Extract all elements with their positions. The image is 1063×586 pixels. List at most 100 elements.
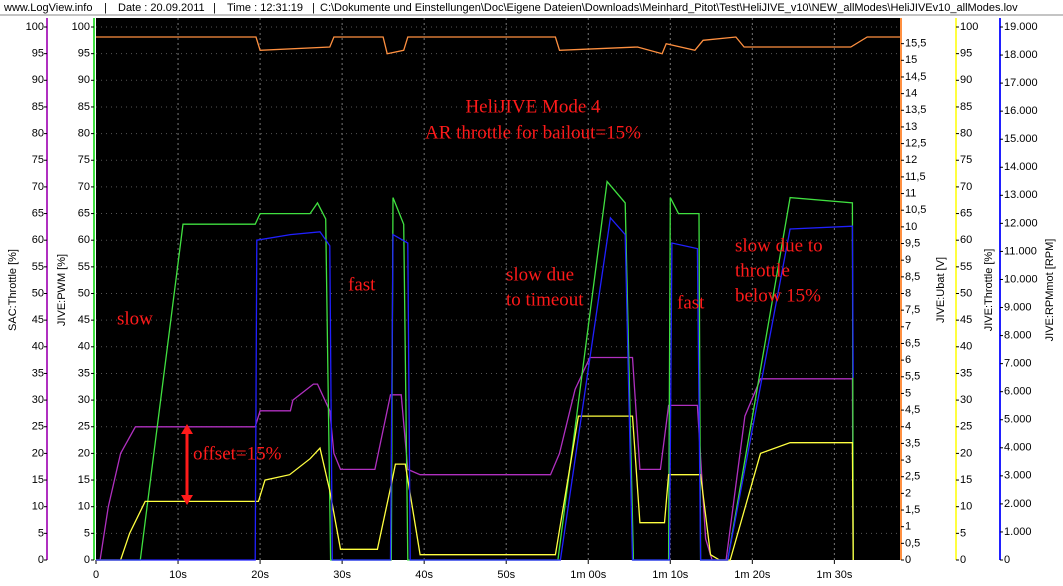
y-tick-label: 55: [960, 261, 972, 273]
y-tick-label: 45: [32, 314, 44, 326]
annotation: slow due to: [735, 235, 823, 256]
header-sep: |: [213, 2, 216, 14]
axis-title: JIVE:PWM [%]: [56, 254, 68, 326]
y-tick-label: 90: [78, 74, 90, 86]
y-tick-label: 9.000: [1004, 301, 1032, 313]
y-tick-label: 10: [32, 501, 44, 513]
y-tick-label: 4,5: [905, 404, 920, 416]
y-tick-label: 65: [32, 207, 44, 219]
x-tick-label: 1m 20s: [734, 569, 771, 581]
y-tick-label: 75: [960, 154, 972, 166]
y-tick-label: 5.000: [1004, 414, 1032, 426]
y-tick-label: 0,5: [905, 537, 920, 549]
y-tick-label: 50: [32, 287, 44, 299]
y-tick-label: 12.000: [1004, 217, 1038, 229]
annotation: throttle: [735, 260, 790, 281]
series-line: [96, 36, 900, 55]
axis-title: JIVE:Throttle [%]: [983, 249, 995, 332]
y-tick-label: 100: [26, 21, 44, 33]
y-tick-label: 2,5: [905, 471, 920, 483]
y-tick-label: 25: [960, 421, 972, 433]
y-tick-label: 90: [32, 74, 44, 86]
y-tick-label: 3,5: [905, 437, 920, 449]
y-tick-label: 55: [32, 261, 44, 273]
y-tick-label: 13.000: [1004, 189, 1038, 201]
y-tick-label: 25: [32, 421, 44, 433]
x-tick-label: 1m 10s: [652, 569, 689, 581]
y-tick-label: 15,5: [905, 38, 926, 50]
y-tick-label: 9,5: [905, 237, 920, 249]
y-tick-label: 5: [38, 527, 44, 539]
y-tick-label: 80: [32, 128, 44, 140]
y-tick-label: 15: [905, 54, 917, 66]
annotation: offset=15%: [193, 443, 282, 464]
y-tick-label: 85: [960, 101, 972, 113]
axis-title: JIVE:Ubat [V]: [935, 257, 947, 323]
header-sep: |: [104, 2, 107, 14]
y-tick-label: 65: [960, 207, 972, 219]
y-tick-label: 11,5: [905, 171, 926, 183]
y-tick-label: 8,5: [905, 271, 920, 283]
y-tick-label: 80: [78, 128, 90, 140]
annotation: HeliJIVE Mode 4: [465, 96, 601, 117]
y-tick-label: 30: [32, 394, 44, 406]
header-date: Date : 20.09.2011: [118, 2, 205, 14]
y-tick-label: 90: [960, 74, 972, 86]
y-tick-label: 14,5: [905, 71, 926, 83]
y-tick-label: 35: [960, 367, 972, 379]
annotation: below 15%: [735, 285, 821, 306]
y-tick-label: 18.000: [1004, 49, 1038, 61]
y-tick-label: 7,5: [905, 304, 920, 316]
x-tick-label: 0: [93, 569, 99, 581]
x-tick-label: 20s: [251, 569, 269, 581]
y-tick-label: 75: [78, 154, 90, 166]
header-site: www.LogView.info: [3, 2, 92, 14]
y-tick-label: 13: [905, 121, 917, 133]
y-tick-label: 0: [905, 554, 911, 566]
y-tick-label: 16.000: [1004, 105, 1038, 117]
y-tick-label: 95: [32, 48, 44, 60]
y-tick-label: 35: [78, 367, 90, 379]
x-tick-label: 1m 30s: [816, 569, 853, 581]
y-tick-label: 100: [72, 21, 90, 33]
y-tick-label: 5,5: [905, 371, 920, 383]
y-tick-label: 65: [78, 207, 90, 219]
y-tick-label: 0: [38, 554, 44, 566]
y-tick-label: 3: [905, 454, 911, 466]
y-tick-label: 70: [78, 181, 90, 193]
y-tick-label: 0: [960, 554, 966, 566]
y-tick-label: 13,5: [905, 104, 926, 116]
y-tick-label: 40: [960, 341, 972, 353]
x-tick-label: 1m 00s: [570, 569, 607, 581]
y-tick-label: 19.000: [1004, 21, 1038, 33]
y-tick-label: 15.000: [1004, 133, 1038, 145]
y-tick-label: 50: [960, 287, 972, 299]
x-tick-label: 30s: [333, 569, 351, 581]
x-tick-label: 10s: [169, 569, 187, 581]
x-tick-label: 40s: [415, 569, 433, 581]
y-tick-label: 75: [32, 154, 44, 166]
y-tick-label: 11: [905, 187, 916, 199]
y-tick-label: 60: [960, 234, 972, 246]
y-tick-label: 7: [905, 321, 911, 333]
y-tick-label: 17.000: [1004, 77, 1038, 89]
axis-title: SAC:Throttle [%]: [7, 249, 19, 331]
y-tick-label: 14: [905, 88, 917, 100]
y-tick-label: 10: [960, 501, 972, 513]
y-tick-label: 12,5: [905, 138, 926, 150]
y-tick-label: 2: [905, 487, 911, 499]
annotation: fast: [677, 292, 705, 313]
annotation: fast: [348, 274, 376, 295]
y-tick-label: 7.000: [1004, 358, 1032, 370]
y-tick-label: 1.000: [1004, 526, 1032, 538]
y-tick-label: 6.000: [1004, 386, 1032, 398]
y-tick-label: 40: [78, 341, 90, 353]
y-tick-label: 1: [905, 521, 911, 533]
series-line: [96, 216, 854, 561]
header-time: Time : 12:31:19: [227, 2, 303, 14]
y-tick-label: 35: [32, 367, 44, 379]
y-tick-label: 0: [1004, 554, 1010, 566]
y-tick-label: 8: [905, 287, 911, 299]
y-tick-label: 20: [32, 447, 44, 459]
